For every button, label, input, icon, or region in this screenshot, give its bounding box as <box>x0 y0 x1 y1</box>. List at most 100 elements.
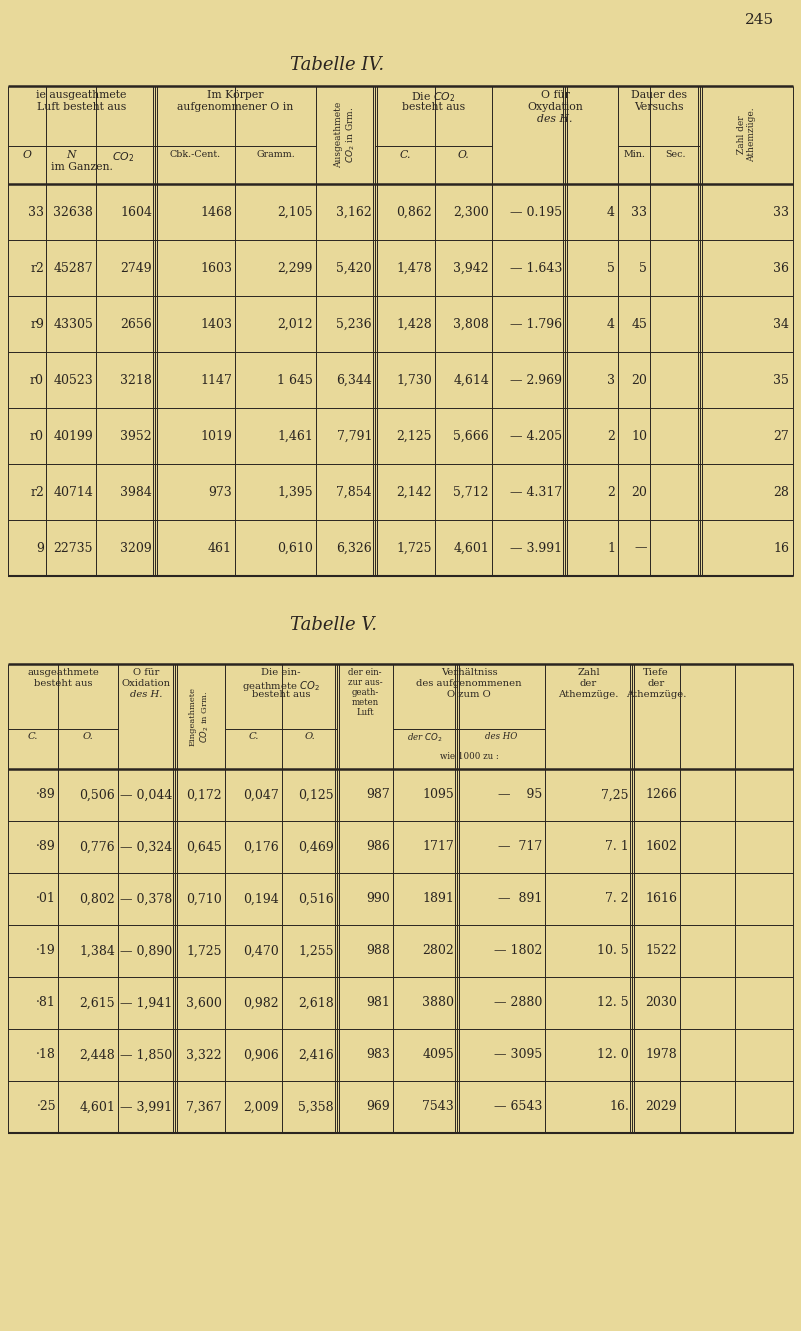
Text: 0,982: 0,982 <box>244 997 279 1009</box>
Text: —    95: — 95 <box>497 788 542 801</box>
Text: O: O <box>22 150 31 160</box>
Text: ·89: ·89 <box>36 788 56 801</box>
Text: 3: 3 <box>607 374 615 386</box>
Text: — 2880: — 2880 <box>493 997 542 1009</box>
Text: 0,469: 0,469 <box>298 840 334 853</box>
Text: Ausgeathmete
$CO_2$ in Grm.: Ausgeathmete $CO_2$ in Grm. <box>334 102 357 168</box>
Text: 2802: 2802 <box>422 945 454 957</box>
Text: 969: 969 <box>366 1101 390 1114</box>
Text: 0,516: 0,516 <box>298 893 334 905</box>
Text: aufgenommener O in: aufgenommener O in <box>177 102 294 112</box>
Text: — 0,378: — 0,378 <box>120 893 172 905</box>
Text: Die ein-: Die ein- <box>261 668 300 677</box>
Text: Eingeathmete
$CO_2$ in Grm.: Eingeathmete $CO_2$ in Grm. <box>189 687 211 745</box>
Text: 1,255: 1,255 <box>299 945 334 957</box>
Text: 0,610: 0,610 <box>277 542 313 555</box>
Text: ie ausgeathmete: ie ausgeathmete <box>36 91 127 100</box>
Text: 4095: 4095 <box>422 1049 454 1062</box>
Text: 32638: 32638 <box>53 205 93 218</box>
Text: C.: C. <box>248 732 259 741</box>
Text: Zahl der
Athemzüge.: Zahl der Athemzüge. <box>737 108 756 162</box>
Text: 1,395: 1,395 <box>277 486 313 499</box>
Text: 12. 5: 12. 5 <box>598 997 629 1009</box>
Text: Tabelle IV.: Tabelle IV. <box>290 56 384 75</box>
Text: 3984: 3984 <box>120 486 152 499</box>
Text: 3218: 3218 <box>120 374 152 386</box>
Text: Versuchs: Versuchs <box>634 102 684 112</box>
Text: 1603: 1603 <box>200 261 232 274</box>
Text: 9: 9 <box>36 542 44 555</box>
Text: 0,506: 0,506 <box>79 788 115 801</box>
Text: 2,448: 2,448 <box>79 1049 115 1062</box>
Text: 983: 983 <box>366 1049 390 1062</box>
Text: 7,854: 7,854 <box>336 486 372 499</box>
Text: O.: O. <box>83 732 94 741</box>
Text: 28: 28 <box>773 486 789 499</box>
Text: 45: 45 <box>631 318 647 330</box>
Text: 2: 2 <box>607 486 615 499</box>
Text: 3,162: 3,162 <box>336 205 372 218</box>
Text: — 0,044: — 0,044 <box>119 788 172 801</box>
Text: 5,236: 5,236 <box>336 318 372 330</box>
Text: besteht aus: besteht aus <box>252 689 310 699</box>
Text: 3,808: 3,808 <box>453 318 489 330</box>
Text: 5,666: 5,666 <box>453 430 489 442</box>
Text: 40199: 40199 <box>53 430 93 442</box>
Text: 0,710: 0,710 <box>187 893 222 905</box>
Text: 4,601: 4,601 <box>79 1101 115 1114</box>
Text: 1019: 1019 <box>200 430 232 442</box>
Text: 988: 988 <box>366 945 390 957</box>
Text: ·18: ·18 <box>36 1049 56 1062</box>
Text: der ein-: der ein- <box>348 668 382 677</box>
Text: O.: O. <box>457 150 469 160</box>
Text: des aufgenommenen: des aufgenommenen <box>417 679 521 688</box>
Text: 1,384: 1,384 <box>79 945 115 957</box>
Text: der $CO_2$: der $CO_2$ <box>407 732 443 744</box>
Text: 45287: 45287 <box>54 261 93 274</box>
Text: 2,300: 2,300 <box>453 205 489 218</box>
Text: 987: 987 <box>366 788 390 801</box>
Text: 1522: 1522 <box>646 945 677 957</box>
Text: 10: 10 <box>631 430 647 442</box>
Text: 5: 5 <box>639 261 647 274</box>
Text: — 3,991: — 3,991 <box>120 1101 172 1114</box>
Text: 1717: 1717 <box>422 840 454 853</box>
Text: 20: 20 <box>631 374 647 386</box>
Text: 40523: 40523 <box>53 374 93 386</box>
Text: der: der <box>580 679 597 688</box>
Text: Verhältniss: Verhältniss <box>441 668 497 677</box>
Text: — 6543: — 6543 <box>493 1101 542 1114</box>
Text: 2030: 2030 <box>645 997 677 1009</box>
Text: 34: 34 <box>773 318 789 330</box>
Text: 0,776: 0,776 <box>79 840 115 853</box>
Text: besteht aus: besteht aus <box>402 102 465 112</box>
Text: 1891: 1891 <box>422 893 454 905</box>
Text: 990: 990 <box>366 893 390 905</box>
Text: r0: r0 <box>30 374 44 386</box>
Text: 0,194: 0,194 <box>244 893 279 905</box>
Text: 6,326: 6,326 <box>336 542 372 555</box>
Text: — 1,850: — 1,850 <box>120 1049 172 1062</box>
Text: r2: r2 <box>30 486 44 499</box>
Text: 1,725: 1,725 <box>396 542 432 555</box>
Text: 2656: 2656 <box>120 318 152 330</box>
Text: 7,367: 7,367 <box>187 1101 222 1114</box>
Text: 0,470: 0,470 <box>244 945 279 957</box>
Text: 36: 36 <box>773 261 789 274</box>
Text: — 1802: — 1802 <box>493 945 542 957</box>
Text: 33: 33 <box>28 205 44 218</box>
Text: 10. 5: 10. 5 <box>598 945 629 957</box>
Text: ·19: ·19 <box>36 945 56 957</box>
Text: 1 645: 1 645 <box>277 374 313 386</box>
Text: r2: r2 <box>30 261 44 274</box>
Text: 4: 4 <box>607 318 615 330</box>
Text: 20: 20 <box>631 486 647 499</box>
Text: geath-: geath- <box>352 688 379 697</box>
Text: des H.: des H. <box>131 689 163 699</box>
Text: 22735: 22735 <box>54 542 93 555</box>
Text: 2029: 2029 <box>646 1101 677 1114</box>
Text: O.: O. <box>304 732 315 741</box>
Text: — 4.205: — 4.205 <box>510 430 562 442</box>
Text: ·25: ·25 <box>36 1101 56 1114</box>
Text: 2,125: 2,125 <box>396 430 432 442</box>
